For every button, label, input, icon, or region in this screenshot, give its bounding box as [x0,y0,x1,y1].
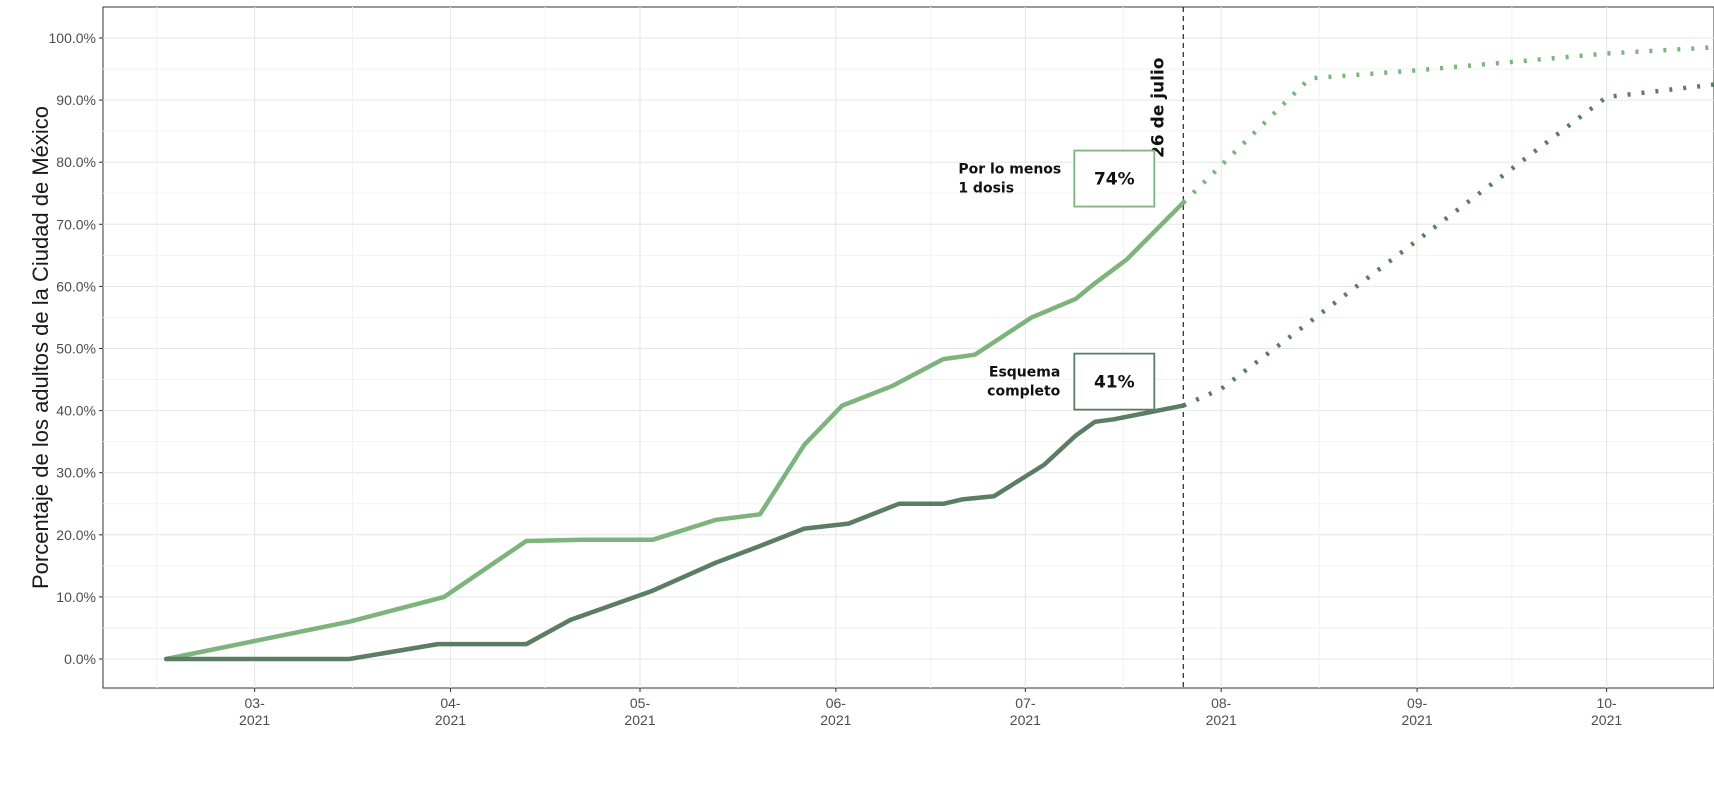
annotation-value: 74% [1094,170,1135,190]
y-tick-label: 50.0% [56,341,96,357]
y-tick-label: 0.0% [64,651,96,667]
x-axis: 03-202104-202105-202106-202107-202108-20… [239,688,1622,728]
series-1-line [163,200,1186,662]
annotation-box [1073,149,1156,208]
y-tick-label: 30.0% [56,465,96,481]
series-2-line [163,403,1186,662]
annotation-label-line-1: Por lo menos [958,162,1061,178]
x-tick-label: 07- [1015,695,1036,711]
x-tick-label: 10- [1596,695,1617,711]
series-group [163,45,1714,662]
x-tick-label: 2021 [239,712,270,728]
x-tick-label: 2021 [1010,712,1041,728]
annotation-label-line-2: 1 dosis [958,181,1014,197]
y-tick-label: 70.0% [56,216,96,232]
y-tick-label: 100.0% [49,30,96,46]
x-tick-label: 2021 [1591,712,1622,728]
x-tick-label: 08- [1211,695,1232,711]
x-tick-label: 2021 [435,712,466,728]
x-tick-label: 04- [440,695,461,711]
annotation-value: 41% [1094,373,1135,393]
grid [103,7,1714,691]
y-axis: 0.0% 10.0% 20.0% 30.0% 40.0% 50.0% 60.0% 70.0% 8… [49,30,103,667]
y-tick-label: 80.0% [56,154,96,170]
x-tick-label: 05- [630,695,651,711]
x-tick-label: 03- [245,695,266,711]
annotation-2: 41% Esquema completo [987,352,1156,411]
y-tick-label: 90.0% [56,92,96,108]
annotation-label-line-2: completo [987,384,1061,400]
x-tick-label: 06- [826,695,847,711]
annotation-label-line-1: Esquema [989,365,1060,381]
x-tick-label: 2021 [1206,712,1237,728]
x-tick-label: 2021 [624,712,655,728]
annotations: 74% Por lo menos 1 dosis 41% Esquema completo [958,149,1156,411]
plot-panel [102,6,1714,689]
y-axis-title: Porcentaje de los adultos de la Ciudad d… [28,106,53,589]
y-tick-label: 10.0% [56,589,96,605]
x-tick-label: 2021 [820,712,851,728]
y-tick-label: 60.0% [56,278,96,294]
y-tick-label: 40.0% [56,403,96,419]
annotation-box [1073,352,1156,411]
annotation-1: 74% Por lo menos 1 dosis [958,149,1156,208]
x-tick-label: 09- [1407,695,1428,711]
y-tick-label: 20.0% [56,527,96,543]
reference-line-label: 26 de julio [1148,58,1168,158]
x-tick-label: 2021 [1401,712,1432,728]
